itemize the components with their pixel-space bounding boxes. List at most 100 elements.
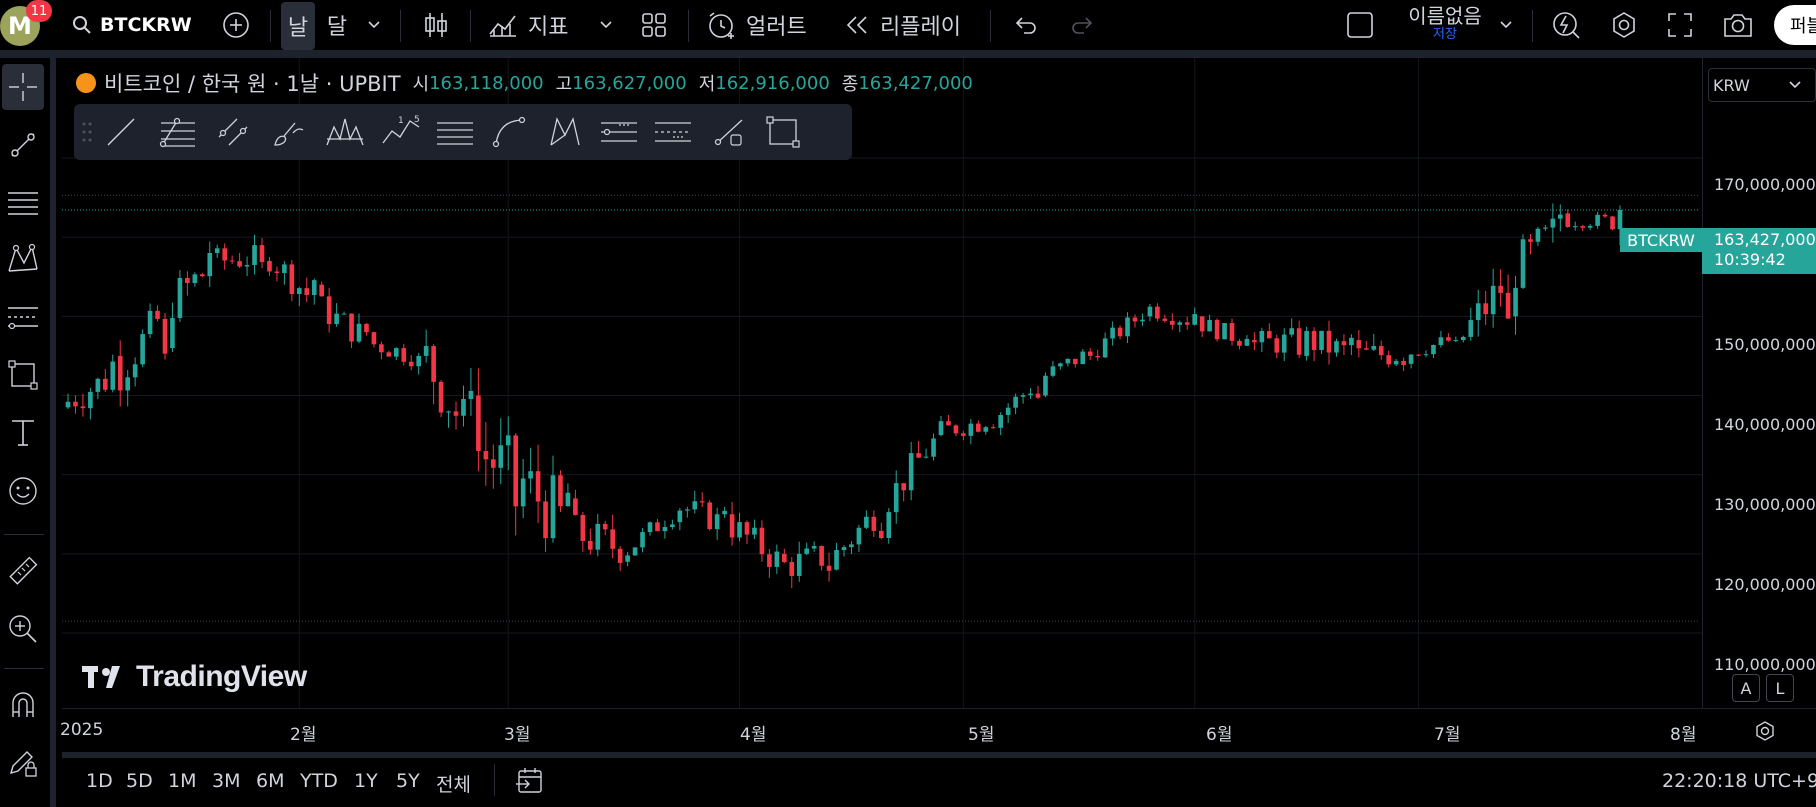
legend-title[interactable]: 비트코인 / 한국 원 · 1날 · UPBIT	[104, 72, 401, 96]
candle-body	[1580, 226, 1586, 228]
candle-body	[1505, 292, 1511, 319]
chevron-down-icon	[600, 21, 612, 29]
pattern-icon	[8, 243, 38, 272]
candle-body	[1199, 316, 1205, 332]
indicators-button[interactable]: 지표	[488, 0, 618, 50]
fav-arc[interactable]	[486, 110, 532, 154]
fib-tool[interactable]	[0, 180, 46, 226]
time-axis[interactable]	[62, 708, 1816, 752]
fav-measure[interactable]	[706, 110, 752, 154]
price-axis[interactable]	[1702, 58, 1816, 708]
candle-body	[1617, 210, 1623, 230]
candle-body	[767, 554, 772, 567]
candle-body	[1155, 306, 1160, 319]
compare-symbol-button[interactable]	[220, 0, 252, 50]
pattern-tool[interactable]	[0, 236, 46, 282]
candle-body	[856, 527, 862, 545]
icon-tool[interactable]	[0, 468, 46, 514]
range-5d[interactable]: 5D	[126, 770, 153, 792]
fav-parallel-channel[interactable]	[210, 110, 256, 154]
undo-button[interactable]	[1010, 0, 1042, 50]
fav-fib-retracement[interactable]	[154, 110, 200, 154]
symbol-search-button[interactable]: BTCKRW	[72, 0, 202, 50]
log-scale-button[interactable]: L	[1766, 674, 1794, 702]
shape-tool[interactable]	[0, 352, 46, 398]
fav-xabcd-pattern[interactable]	[542, 110, 588, 154]
candle-body	[1028, 393, 1033, 396]
fav-forecast[interactable]	[650, 110, 696, 154]
publish-button[interactable]: 퍼블	[1774, 5, 1816, 45]
low-label: 저	[698, 74, 716, 95]
layout-dropdown[interactable]	[1494, 0, 1518, 50]
magnet-tool[interactable]	[0, 682, 46, 728]
interval-month-button[interactable]: 달	[326, 15, 348, 40]
range-1m[interactable]: 1M	[168, 770, 197, 792]
candle-body	[632, 547, 638, 556]
alerts-button[interactable]: 얼러트	[706, 0, 818, 50]
candle-body	[461, 399, 466, 416]
interval-day-button[interactable]: 날	[281, 2, 315, 50]
range-5y[interactable]: 5Y	[396, 770, 420, 792]
settings-button[interactable]	[1606, 0, 1642, 50]
layout-select-button[interactable]	[1344, 0, 1376, 50]
quick-search-button[interactable]	[1548, 0, 1584, 50]
fav-rectangle[interactable]	[760, 110, 806, 154]
rectangle-icon	[766, 116, 800, 148]
fav-long-position[interactable]	[596, 110, 642, 154]
currency-select[interactable]: KRW	[1708, 68, 1816, 102]
brush-icon	[274, 122, 304, 146]
range-1y[interactable]: 1Y	[354, 770, 378, 792]
trend-line-tool[interactable]	[0, 122, 46, 168]
candle-body	[1319, 330, 1324, 350]
crosshair-tool[interactable]	[2, 64, 44, 110]
fav-head-shoulders[interactable]	[322, 110, 368, 154]
fav-trend-line[interactable]	[98, 110, 144, 154]
fav-brush[interactable]	[266, 110, 312, 154]
arc-icon	[492, 116, 526, 148]
drag-handle-icon	[82, 122, 92, 142]
candle-body	[610, 529, 616, 549]
fullscreen-button[interactable]	[1662, 0, 1698, 50]
measure-tool[interactable]	[0, 548, 46, 594]
svg-text:5: 5	[414, 115, 420, 125]
candle-body	[214, 248, 220, 253]
layout-name-button[interactable]: 이름없음 저장	[1395, 4, 1495, 42]
candle-body	[617, 548, 623, 563]
text-tool[interactable]	[0, 410, 46, 456]
range-all[interactable]: 전체	[436, 774, 471, 796]
range-3m[interactable]: 3M	[212, 770, 241, 792]
redo-button[interactable]	[1066, 0, 1098, 50]
chart-type-button[interactable]	[418, 0, 454, 50]
candle-body	[237, 261, 242, 267]
templates-button[interactable]	[636, 0, 672, 50]
candle-body	[65, 401, 71, 408]
candle-body	[1110, 327, 1115, 339]
price-label-140m: 140,000,000	[1714, 415, 1816, 434]
range-ytd[interactable]: YTD	[300, 770, 338, 792]
drag-handle[interactable]	[78, 110, 96, 154]
auto-scale-button[interactable]: A	[1732, 674, 1760, 702]
open-label: 시	[412, 74, 430, 95]
candle-body	[468, 390, 474, 400]
candle-body	[707, 502, 713, 530]
go-to-date-button[interactable]	[512, 764, 548, 798]
range-1d[interactable]: 1D	[86, 770, 113, 792]
zoom-tool[interactable]	[0, 606, 46, 652]
candle-body	[364, 323, 369, 333]
fav-horizontal-lines[interactable]	[432, 110, 478, 154]
replay-button[interactable]: 리플레이	[844, 0, 974, 50]
chart-settings-button[interactable]	[1750, 716, 1780, 746]
timezone-clock[interactable]: 22:20:18 UTC+9	[1662, 770, 1816, 792]
indicators-dropdown[interactable]	[594, 0, 618, 50]
interval-dropdown[interactable]	[362, 0, 386, 50]
candle-body	[102, 378, 108, 390]
range-6m[interactable]: 6M	[256, 770, 285, 792]
candle-body	[811, 546, 817, 549]
projection-tool[interactable]	[0, 294, 46, 340]
candle-body	[1147, 306, 1153, 317]
drawing-mode-tool[interactable]	[0, 740, 46, 786]
toolbar-divider	[688, 10, 689, 42]
time-label-may: 5월	[968, 725, 995, 745]
snapshot-button[interactable]	[1718, 0, 1758, 50]
